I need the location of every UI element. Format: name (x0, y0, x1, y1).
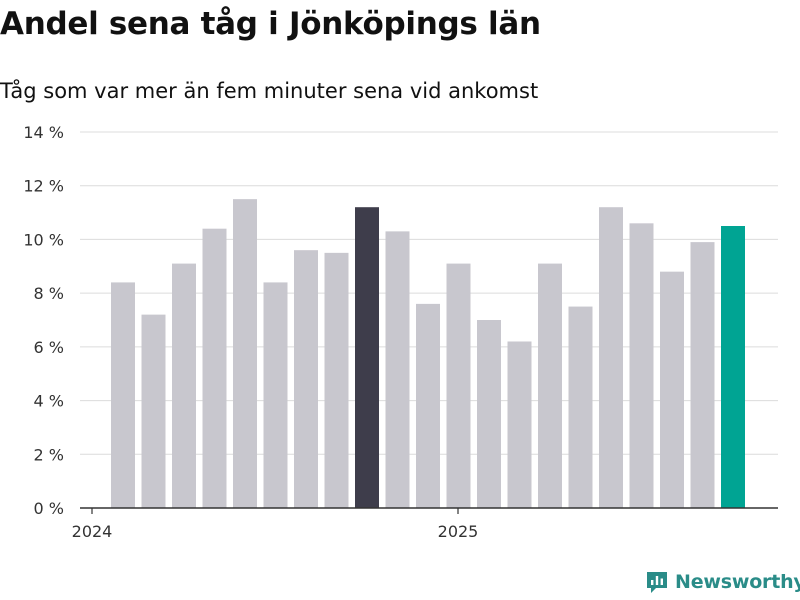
bar (202, 228, 227, 508)
bar (599, 207, 623, 508)
y-tick-label: 14 % (23, 123, 64, 142)
bar (477, 320, 501, 508)
brand-name: Newsworthy (675, 571, 800, 593)
bar (294, 250, 318, 508)
bar (416, 303, 440, 508)
bar (629, 223, 654, 509)
newsworthy-logo-icon (647, 572, 667, 593)
y-tick-label: 8 % (34, 284, 64, 303)
bar-chart: 0 % 2 % 4 % 6 % 8 % 10 % 12 % 14 % 2024 2025 (23, 123, 778, 541)
bar (538, 263, 562, 508)
y-tick-label: 2 % (34, 445, 64, 464)
bar (507, 341, 532, 508)
brand: Newsworthy (645, 570, 800, 594)
bar (690, 242, 715, 508)
bar (385, 231, 410, 508)
bar (721, 226, 745, 508)
y-tick-label: 6 % (34, 338, 64, 357)
bar (355, 207, 379, 508)
y-tick-label: 12 % (23, 177, 64, 196)
bar (660, 271, 684, 508)
bar (324, 252, 349, 508)
chart-subtitle: Tåg som var mer än fem minuter sena vid … (0, 79, 539, 103)
y-tick-label: 0 % (34, 499, 64, 518)
bar (172, 263, 196, 508)
bar (263, 282, 288, 508)
bar (141, 314, 166, 508)
chart-title: Andel sena tåg i Jönköpings län (0, 6, 541, 42)
x-tick-label: 2024 (72, 522, 113, 541)
bar (233, 199, 257, 508)
x-tick-label: 2025 (438, 522, 479, 541)
y-tick-label: 10 % (23, 230, 64, 249)
bar (568, 306, 593, 508)
bar (111, 282, 135, 508)
y-tick-label: 4 % (34, 392, 64, 411)
bar (446, 263, 471, 508)
